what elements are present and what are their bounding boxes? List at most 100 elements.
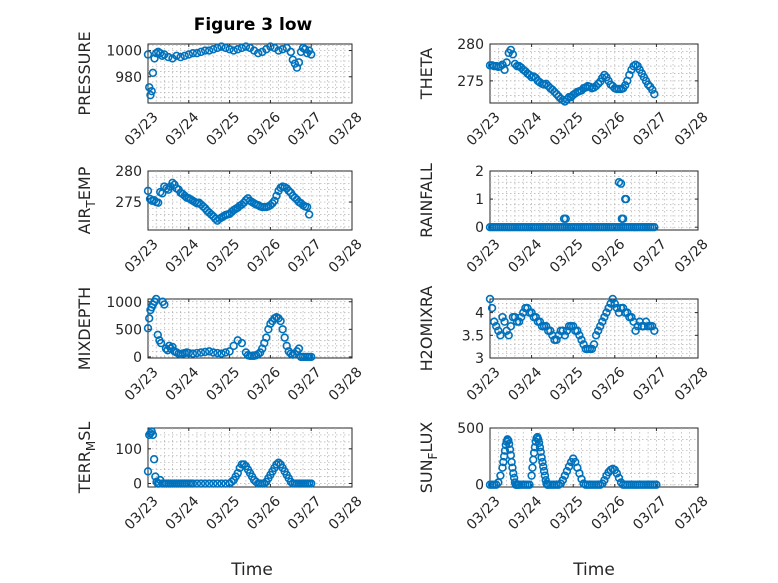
data-point-sun-flux xyxy=(564,462,574,471)
data-point-h2omixra xyxy=(560,331,570,340)
data-point-h2omixra xyxy=(562,326,572,335)
data-point-terr-msl xyxy=(209,479,218,488)
data-point-sun-flux xyxy=(537,453,546,462)
data-point-pressure xyxy=(180,51,189,60)
data-point-air-temp xyxy=(302,202,312,212)
data-point-sun-flux xyxy=(577,474,586,484)
data-point-theta xyxy=(508,50,518,59)
y-axis-label: AIRTEMP xyxy=(75,166,98,234)
data-point-h2omixra xyxy=(498,312,507,322)
data-point-h2omixra xyxy=(541,322,551,331)
y-axis-label-main: MIXDEPTH xyxy=(75,287,94,370)
data-point-terr-msl xyxy=(217,479,226,488)
y-axis-label-subscript: F xyxy=(426,452,440,459)
data-point-mixdepth xyxy=(294,344,304,353)
data-point-sun-flux xyxy=(534,438,544,447)
data-point-sun-flux xyxy=(536,447,545,457)
y-axis-label-tail: EMP xyxy=(75,166,94,200)
data-point-air-temp xyxy=(272,191,281,201)
y-axis-label: MIXDEPTH xyxy=(75,287,94,370)
y-tick-label: 3 xyxy=(475,351,484,367)
data-point-sun-flux xyxy=(508,463,517,472)
y-tick-label: 275 xyxy=(115,195,142,211)
y-tick-label: 100 xyxy=(115,442,142,458)
y-axis-label-tail: LUX xyxy=(417,422,436,453)
y-tick-label: 0 xyxy=(475,478,484,494)
data-point-pressure xyxy=(237,43,247,53)
data-point-pressure xyxy=(146,90,155,100)
data-point-pressure xyxy=(164,52,173,62)
data-point-theta xyxy=(541,79,551,89)
data-point-rainfall xyxy=(618,214,628,223)
data-point-pressure xyxy=(209,45,218,54)
data-point-terr-msl xyxy=(200,479,210,488)
data-point-pressure xyxy=(196,47,206,57)
data-point-pressure xyxy=(266,42,275,51)
data-point-h2omixra xyxy=(573,326,582,335)
data-point-pressure xyxy=(217,42,226,51)
y-axis-label-main: TERR xyxy=(75,451,94,494)
data-point-theta xyxy=(648,85,657,94)
data-point-theta xyxy=(593,79,603,89)
data-point-terr-msl xyxy=(239,460,249,469)
data-point-h2omixra xyxy=(489,317,499,326)
data-point-pressure xyxy=(233,45,242,54)
data-point-terr-msl xyxy=(260,479,269,488)
y-axis-label-main: THETA xyxy=(417,48,436,100)
data-point-sun-flux xyxy=(500,446,510,455)
data-point-mixdepth xyxy=(262,333,271,342)
data-point-sun-flux xyxy=(558,475,567,485)
data-point-sun-flux xyxy=(504,439,514,449)
data-point-h2omixra xyxy=(593,326,603,335)
y-tick-label: 0 xyxy=(133,477,142,493)
y-tick-label: 500 xyxy=(457,421,484,437)
data-point-terr-msl xyxy=(143,467,153,476)
data-point-terr-msl xyxy=(272,460,281,469)
data-point-theta xyxy=(506,45,515,55)
data-point-h2omixra xyxy=(531,312,540,322)
y-axis-label-main: PRESSURE xyxy=(75,31,94,115)
data-point-sun-flux xyxy=(504,436,513,445)
data-point-theta xyxy=(643,80,653,89)
data-point-sun-flux xyxy=(492,480,501,489)
data-point-mixdepth xyxy=(225,347,234,356)
data-point-theta xyxy=(550,87,559,97)
data-point-mixdepth xyxy=(276,316,285,326)
data-point-pressure xyxy=(147,86,156,96)
data-point-h2omixra xyxy=(500,317,509,326)
data-point-h2omixra xyxy=(535,317,545,326)
data-point-terr-msl xyxy=(188,479,198,488)
data-point-h2omixra xyxy=(602,308,611,317)
data-point-theta xyxy=(562,95,572,104)
data-point-mixdepth xyxy=(253,349,263,359)
data-point-mixdepth xyxy=(221,348,230,357)
data-point-mixdepth xyxy=(278,325,287,334)
y-axis-label: PRESSURE xyxy=(75,31,94,115)
data-point-h2omixra xyxy=(579,340,588,349)
data-point-h2omixra xyxy=(600,312,609,322)
data-point-sun-flux xyxy=(539,462,548,471)
y-axis-label-subscript: M xyxy=(84,441,98,451)
data-point-sun-flux xyxy=(560,471,570,480)
data-point-h2omixra xyxy=(596,322,605,331)
data-point-mixdepth xyxy=(184,348,194,358)
data-point-h2omixra xyxy=(504,331,513,340)
data-point-mixdepth xyxy=(145,314,154,323)
data-point-pressure xyxy=(221,43,230,53)
data-point-h2omixra xyxy=(546,326,555,335)
data-point-mixdepth xyxy=(153,330,162,340)
data-point-pressure xyxy=(274,46,283,55)
y-tick-label: 280 xyxy=(457,37,484,53)
data-point-pressure xyxy=(292,63,302,72)
data-point-theta xyxy=(650,89,659,99)
y-axis-label: RAINFALL xyxy=(417,163,436,238)
x-axis-label-left: Time xyxy=(230,560,273,580)
data-point-sun-flux xyxy=(499,457,508,467)
data-point-pressure xyxy=(150,54,159,63)
data-point-h2omixra xyxy=(568,322,578,331)
y-tick-label: 280 xyxy=(115,164,142,180)
plot-area xyxy=(147,427,353,488)
data-point-sun-flux xyxy=(614,473,624,483)
data-point-theta xyxy=(560,97,570,106)
data-point-h2omixra xyxy=(496,331,505,340)
